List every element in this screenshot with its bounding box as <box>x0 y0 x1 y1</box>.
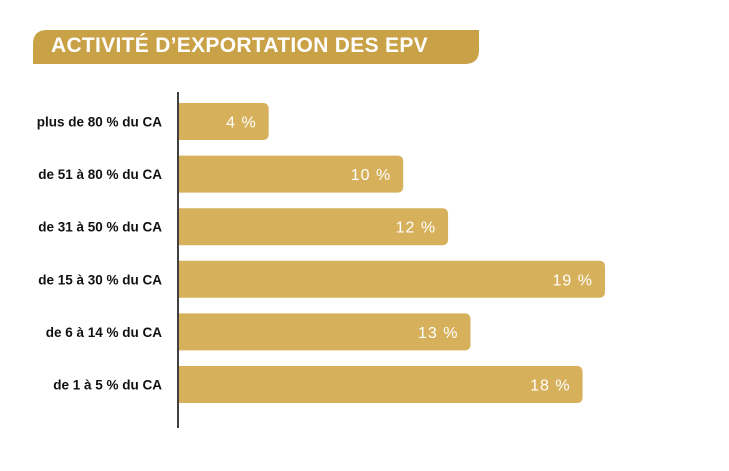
chart-title: ACTIVITÉ D’EXPORTATION DES EPV <box>51 34 428 57</box>
bar <box>179 260 605 298</box>
bar <box>179 155 404 193</box>
bar-value-label: 19 % <box>553 272 593 289</box>
bar <box>179 366 583 403</box>
bar <box>179 103 269 140</box>
category-label: de 15 à 30 % du CA <box>38 272 162 287</box>
bar <box>179 208 449 246</box>
category-label: de 31 à 50 % du CA <box>38 220 162 235</box>
bar-value-label: 13 % <box>418 325 458 342</box>
bar-value-label: 10 % <box>351 167 391 184</box>
category-label: plus de 80 % du CA <box>37 115 163 130</box>
bar-value-label: 12 % <box>396 220 436 237</box>
category-label: de 51 à 80 % du CA <box>38 167 162 182</box>
bar-value-label: 4 % <box>226 115 257 132</box>
category-label: de 6 à 14 % du CA <box>46 325 163 340</box>
chart-title-banner: ACTIVITÉ D’EXPORTATION DES EPV <box>33 30 479 64</box>
title-banner-shape <box>33 30 479 64</box>
category-label: de 1 à 5 % du CA <box>53 378 162 393</box>
bar-value-label: 18 % <box>530 378 570 395</box>
bar <box>179 313 471 351</box>
